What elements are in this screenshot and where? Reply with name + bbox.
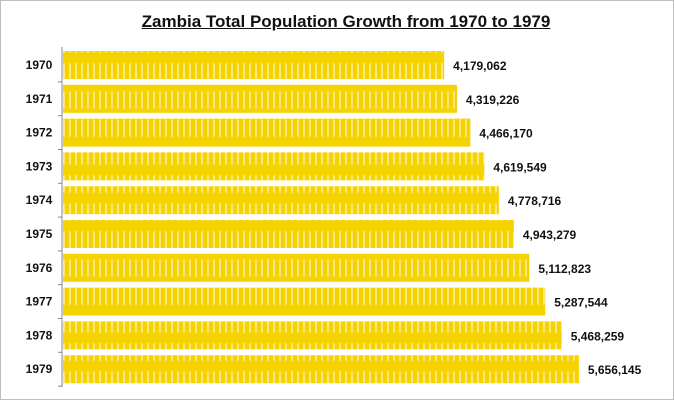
bar-1972 (63, 118, 471, 147)
bar-1977 (63, 287, 546, 316)
data-label-1971: 4,319,226 (466, 93, 520, 107)
bar-1979 (63, 355, 579, 384)
data-label-1973: 4,619,549 (493, 160, 547, 174)
category-label-1972: 1972 (26, 126, 53, 140)
data-label-1975: 4,943,279 (523, 228, 577, 242)
category-label-1979: 1979 (26, 362, 53, 376)
category-label-1978: 1978 (26, 328, 53, 342)
category-label-1970: 1970 (26, 58, 53, 72)
bar-1970 (63, 51, 445, 79)
bar-1971 (63, 84, 457, 113)
data-label-1976: 5,112,823 (538, 262, 591, 276)
data-label-1974: 4,778,716 (508, 194, 562, 208)
category-label-1977: 1977 (26, 295, 53, 309)
bar-1974 (63, 186, 499, 215)
category-label-1973: 1973 (26, 159, 53, 173)
category-label-1974: 1974 (26, 193, 53, 207)
bar-1978 (63, 321, 562, 350)
chart-title: Zambia Total Population Growth from 1970… (141, 12, 551, 31)
data-label-1972: 4,466,170 (479, 127, 533, 141)
data-label-1979: 5,656,145 (588, 363, 642, 377)
bar-1976 (63, 253, 530, 282)
bar-1975 (63, 220, 514, 248)
data-label-1977: 5,287,544 (554, 296, 608, 310)
category-label-1976: 1976 (26, 261, 53, 275)
data-label-1978: 5,468,259 (571, 329, 625, 343)
category-label-1975: 1975 (26, 227, 53, 241)
data-label-1970: 4,179,062 (453, 59, 507, 73)
bar-1973 (63, 152, 485, 181)
category-label-1971: 1971 (26, 92, 53, 106)
